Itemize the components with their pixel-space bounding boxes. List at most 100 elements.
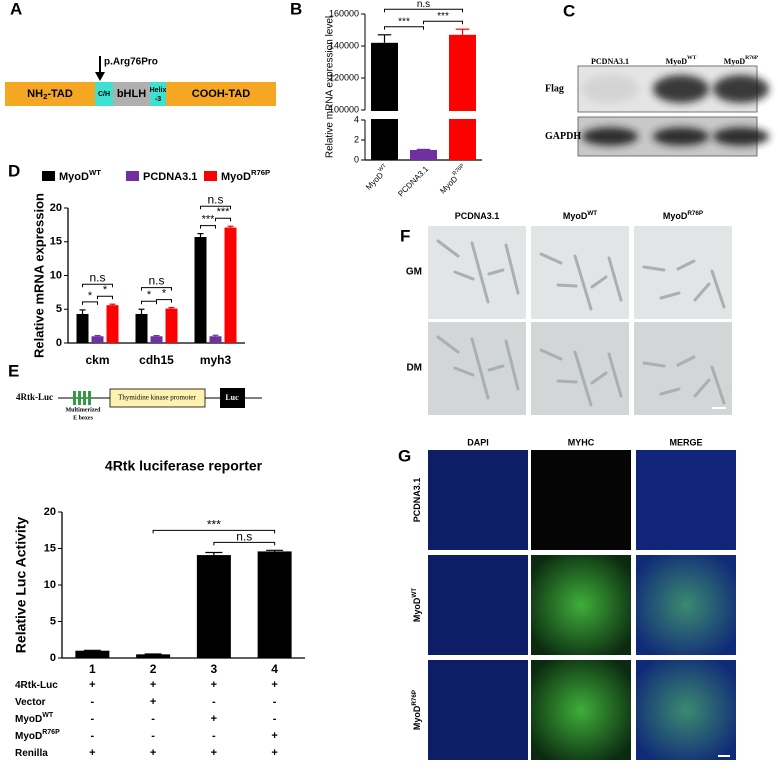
blot-lane-label-sup: WT (687, 55, 697, 61)
significance-bracket (82, 301, 98, 305)
significance-label: n.s (148, 274, 164, 288)
condition-label: MyoDR76P (15, 729, 60, 742)
if-image (531, 555, 631, 655)
micrograph-column-label: MyoDR76P (663, 210, 703, 222)
panel-label: G (398, 446, 411, 465)
y-axis-label: Relative mRNA expression level (325, 16, 336, 158)
blot-lane-label: PCDNA3.1 (591, 57, 629, 66)
cell-shape (487, 364, 505, 372)
if-row-label-sup: WT (411, 588, 418, 598)
blot-band (582, 127, 638, 146)
domain-label-text: bHLH (117, 88, 146, 100)
construct-name: 4Rtk-Luc (16, 392, 53, 402)
cell-shape (659, 387, 681, 396)
cell-shape (590, 371, 608, 385)
if-image (531, 450, 631, 550)
if-image (636, 660, 736, 760)
y-tick-label: 0 (50, 652, 56, 664)
domain-label: bHLH (117, 88, 146, 100)
bar (371, 42, 398, 160)
domain-label-text: COOH-TAD (192, 88, 251, 100)
cell-shape (556, 379, 578, 384)
micrograph-column-label-sup: WT (587, 210, 597, 217)
significance-bracket (141, 300, 157, 305)
cell-shape (676, 355, 696, 367)
if-row-label: PCDNA3.1 (412, 478, 422, 523)
domain-label: NH2-TAD (27, 88, 73, 101)
cell-shape (573, 254, 593, 311)
condition-cell: + (89, 747, 95, 759)
cell-shape (710, 365, 726, 405)
significance-bracket (152, 529, 276, 534)
significance-label: *** (398, 16, 410, 27)
if-image (531, 660, 631, 760)
domain-label-after: -TAD (47, 88, 73, 100)
promoter-box (109, 388, 206, 408)
domain-label: -3 (155, 96, 161, 103)
x-tick-label: 3 (211, 662, 218, 676)
legend-label-text: MyoD (59, 171, 89, 183)
blot-band (653, 127, 709, 146)
bar (136, 654, 171, 658)
significance-bracket (97, 295, 113, 300)
if-row-label: MyoDR76P (411, 690, 423, 730)
cell-shape (470, 241, 490, 304)
cell-shape (642, 361, 666, 368)
bar (150, 336, 163, 343)
significance-bracket (200, 225, 216, 229)
panel-label: A (10, 0, 22, 18)
condition-cell: - (91, 696, 95, 708)
panel-label: E (8, 361, 19, 380)
x-tick-label: MyoDWT (363, 163, 392, 192)
x-tick-label-text: MyoD (364, 171, 385, 192)
condition-label-text: Renilla (15, 748, 48, 759)
domain (95, 82, 113, 106)
condition-label-text: MyoD (15, 731, 42, 742)
y-tick-label: 120000 (329, 72, 359, 82)
domain-label-sub: 2 (43, 92, 47, 101)
micrograph-row-label: GM (406, 267, 422, 278)
cell-shape (607, 256, 623, 302)
blot-lane-label-sup: R76P (745, 55, 759, 61)
legend-label-sup: R76P (251, 168, 270, 177)
condition-cell: - (273, 696, 277, 708)
blot-lane-label: MyoDWT (666, 55, 697, 66)
blot-band (582, 75, 638, 103)
blot-band (713, 127, 769, 146)
x-tick-label: ckm (85, 353, 109, 367)
bar (165, 308, 178, 343)
micrograph (634, 226, 732, 319)
y-tick-label: 160000 (329, 8, 359, 18)
y-tick-label: 0 (354, 154, 359, 164)
legend-label: PCDNA3.1 (143, 171, 197, 183)
condition-cell: + (150, 747, 156, 759)
reporter-label: Luc (225, 393, 239, 402)
x-tick-label: 4 (271, 662, 278, 676)
if-image (428, 660, 528, 760)
significance-label: *** (202, 214, 216, 226)
condition-label-text: Vector (15, 697, 46, 708)
bar (135, 313, 148, 343)
legend-swatch (42, 171, 55, 181)
y-tick-label: 4 (354, 114, 359, 124)
bar (106, 305, 119, 343)
y-tick-label: 5 (50, 615, 56, 627)
bar (76, 313, 89, 343)
ebox-label: Multimerized (66, 407, 102, 413)
if-row-label-text: PCDNA3.1 (412, 478, 422, 523)
blot-lane-label: MyoDR76P (724, 55, 759, 66)
cell-shape (504, 339, 520, 391)
cell-shape (539, 252, 563, 265)
legend-label-text: PCDNA3.1 (143, 171, 197, 183)
promoter-label: Thymidine kinase promoter (118, 394, 196, 402)
ebox (78, 391, 81, 405)
condition-cell: - (212, 730, 216, 742)
panel-label: B (290, 0, 302, 18)
micrograph-column-label: PCDNA3.1 (455, 211, 500, 221)
condition-cell: + (271, 730, 277, 742)
y-tick-label: 0 (56, 337, 62, 349)
legend-swatch (204, 171, 217, 181)
bar (410, 150, 437, 160)
condition-cell: + (211, 679, 217, 691)
condition-cell: + (89, 679, 95, 691)
